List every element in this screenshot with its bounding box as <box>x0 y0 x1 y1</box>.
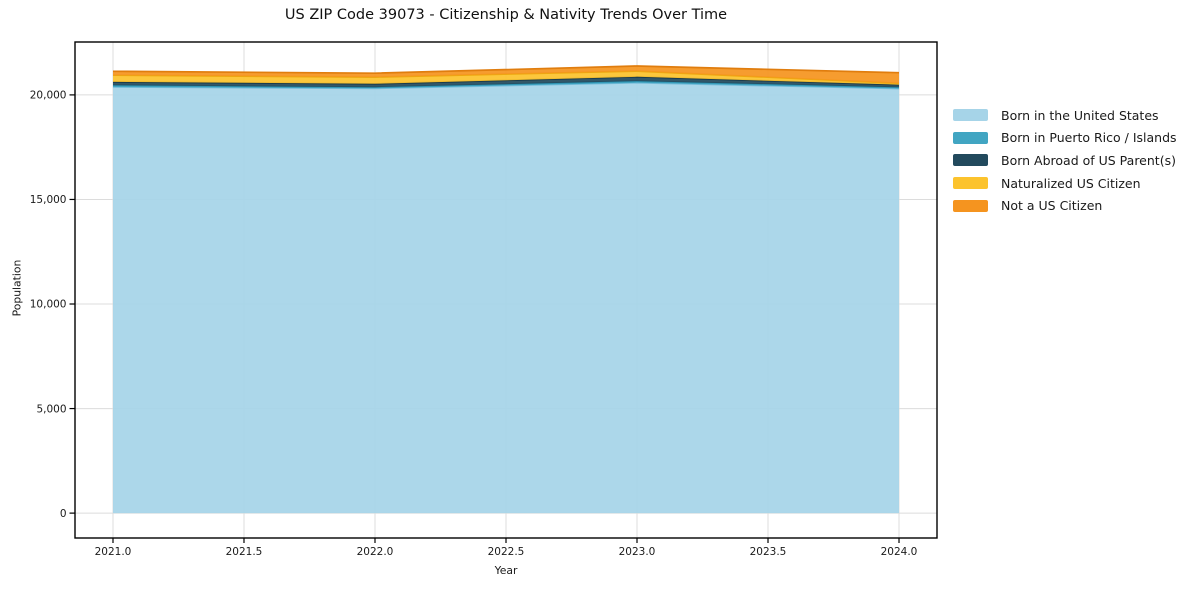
legend-item-2: Born Abroad of US Parent(s) <box>953 149 1177 172</box>
legend-swatch-icon <box>953 199 988 212</box>
y-tick-label: 10,000 <box>30 299 67 311</box>
legend-swatch-icon <box>953 154 988 167</box>
x-tick-label: 2022.0 <box>357 546 394 558</box>
y-tick-label: 20,000 <box>30 90 67 102</box>
legend-item-4: Not a US Citizen <box>953 194 1177 217</box>
y-tick-label: 5,000 <box>36 403 66 415</box>
x-axis-label: Year <box>494 564 518 577</box>
legend-item-3: Naturalized US Citizen <box>953 172 1177 195</box>
legend-label: Born in Puerto Rico / Islands <box>1001 130 1177 146</box>
x-tick-label: 2023.0 <box>619 546 656 558</box>
x-tick-label: 2024.0 <box>881 546 918 558</box>
legend-swatch-icon <box>953 177 988 190</box>
legend-swatch-icon <box>953 109 988 122</box>
legend-item-0: Born in the United States <box>953 104 1177 127</box>
x-tick-label: 2021.5 <box>226 546 263 558</box>
x-tick-label: 2022.5 <box>488 546 525 558</box>
y-tick-label: 0 <box>60 508 67 520</box>
legend: Born in the United States Born in Puerto … <box>953 104 1177 217</box>
y-tick-label: 15,000 <box>30 194 67 206</box>
legend-label: Born in the United States <box>1001 107 1159 123</box>
y-axis-label: Population <box>10 259 24 317</box>
area-series-0 <box>113 82 899 514</box>
area-series-4 <box>113 66 899 84</box>
legend-item-1: Born in Puerto Rico / Islands <box>953 127 1177 150</box>
legend-label: Born Abroad of US Parent(s) <box>1001 152 1176 168</box>
x-tick-label: 2023.5 <box>750 546 787 558</box>
chart-title: US ZIP Code 39073 - Citizenship & Nativi… <box>284 7 728 23</box>
area-edge-4 <box>112 65 900 75</box>
legend-label: Naturalized US Citizen <box>1001 175 1141 191</box>
legend-swatch-icon <box>953 131 988 144</box>
legend-label: Not a US Citizen <box>1001 198 1103 214</box>
x-tick-label: 2021.0 <box>95 546 132 558</box>
